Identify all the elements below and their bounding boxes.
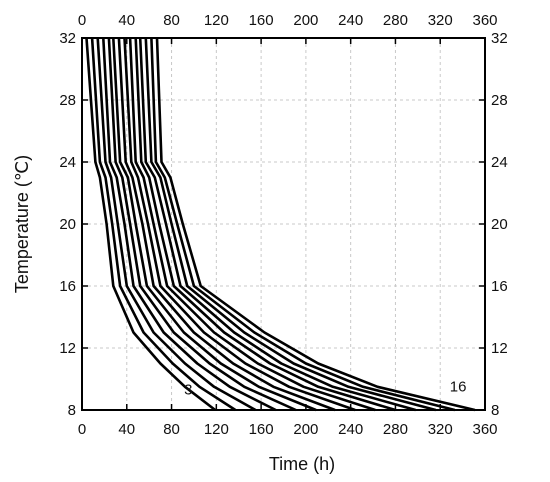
series-layer [85, 37, 476, 412]
series-line-5 [96, 37, 257, 412]
x-tick-label-top: 200 [293, 12, 318, 29]
x-tick-label-top: 240 [338, 12, 363, 29]
series-line-6 [102, 37, 277, 412]
y-tick-label-left: 24 [59, 154, 76, 171]
x-tick-label-top: 160 [249, 12, 274, 29]
y-tick-label-right: 20 [491, 216, 508, 233]
x-tick-label-top: 40 [118, 12, 135, 29]
x-tick-label-bottom: 80 [163, 421, 180, 438]
series-line-9 [117, 37, 336, 412]
y-tick-label-left: 32 [59, 30, 76, 47]
x-tick-label-bottom: 320 [428, 421, 453, 438]
series-line-7 [107, 37, 297, 412]
series-line-3 [85, 37, 216, 412]
x-tick-label-top: 280 [383, 12, 408, 29]
x-tick-label-bottom: 0 [78, 421, 86, 438]
y-tick-label-right: 32 [491, 30, 508, 47]
series-line-12 [134, 37, 396, 412]
series-line-11 [128, 37, 376, 412]
series-line-16 [155, 37, 476, 412]
y-tick-label-right: 8 [491, 402, 499, 419]
series-line-10 [123, 37, 356, 412]
x-tick-label-bottom: 360 [472, 421, 497, 438]
tick-labels: 0 0 40 40 80 80 120 120 160 160 200 200 240 240 280 280… [59, 12, 507, 438]
tick-marks [81, 37, 486, 411]
x-tick-label-bottom: 200 [293, 421, 318, 438]
y-tick-label-right: 28 [491, 92, 508, 109]
x-tick-label-top: 360 [472, 12, 497, 29]
x-tick-label-top: 120 [204, 12, 229, 29]
x-tick-label-top: 0 [78, 12, 86, 29]
x-tick-label-bottom: 120 [204, 421, 229, 438]
y-axis-title: Temperature (℃) [12, 155, 32, 293]
x-tick-label-bottom: 240 [338, 421, 363, 438]
y-tick-label-right: 16 [491, 278, 508, 295]
x-tick-label-top: 80 [163, 12, 180, 29]
x-tick-label-top: 320 [428, 12, 453, 29]
series-annotation: 3 [184, 382, 192, 399]
y-tick-label-left: 28 [59, 92, 76, 109]
series-annotation: 16 [450, 378, 467, 395]
x-tick-label-bottom: 160 [249, 421, 274, 438]
series-line-14 [144, 37, 437, 412]
annotations: 3 16 [184, 378, 466, 398]
series-line-8 [112, 37, 317, 412]
x-tick-label-bottom: 40 [118, 421, 135, 438]
series-line-15 [150, 37, 456, 412]
y-tick-label-left: 12 [59, 340, 76, 357]
series-line-13 [138, 37, 416, 412]
x-tick-label-bottom: 280 [383, 421, 408, 438]
x-axis-title: Time (h) [269, 454, 335, 474]
y-tick-label-left: 16 [59, 278, 76, 295]
y-tick-label-right: 24 [491, 154, 508, 171]
y-tick-label-left: 8 [68, 402, 76, 419]
series-line-4 [90, 37, 237, 412]
y-tick-label-right: 12 [491, 340, 508, 357]
y-tick-label-left: 20 [59, 216, 76, 233]
